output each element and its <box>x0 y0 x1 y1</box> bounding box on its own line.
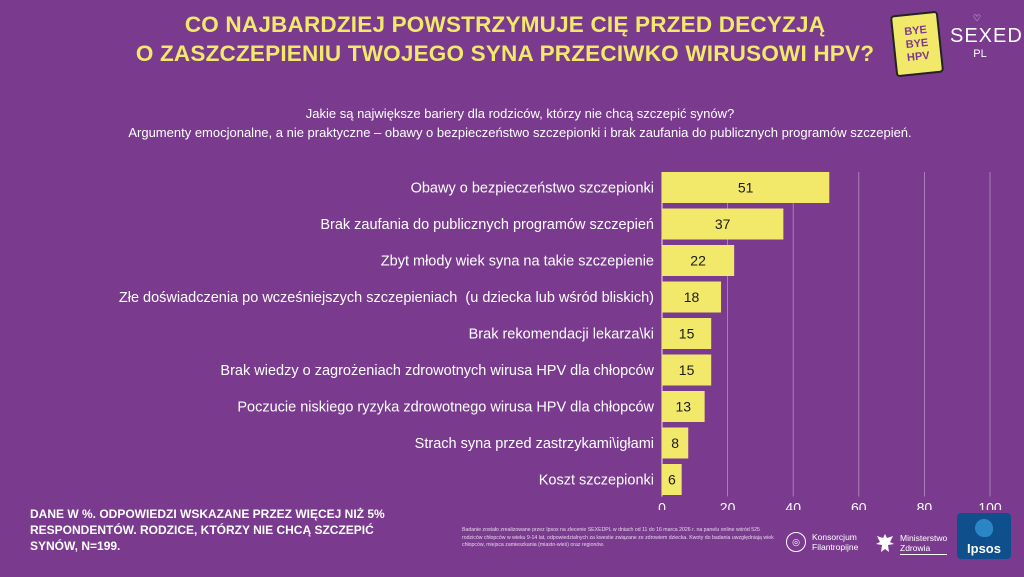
bar <box>662 354 712 386</box>
category-label: Zbyt młody wiek syna na takie szczepieni… <box>381 254 654 270</box>
bar-value-label: 15 <box>679 362 695 378</box>
sexed-logo-subtext: PL <box>973 48 987 60</box>
subtitle: Jakie są największe bariery dla rodziców… <box>60 104 980 142</box>
category-label: Brak wiedzy o zagrożeniach zdrowotnych w… <box>220 363 654 379</box>
bar-chart: 0 20 40 60 80 100 51 Obawy o bezpieczeństwo szc… <box>119 172 1002 511</box>
page-title: CO NAJBARDZIEJ POWSTRZYMUJE CIĘ PRZED DE… <box>120 10 890 68</box>
bar <box>662 245 735 276</box>
konsorcjum-icon: ◎ <box>786 532 806 552</box>
x-tick-label: 100 <box>978 500 1002 511</box>
category-label: Złe doświadczenia po wcześniejszych szcz… <box>119 290 654 306</box>
title-line-2: O ZASZCZEPIENIU TWOJEGO SYNA PRZECIWKO W… <box>135 41 875 66</box>
bar-value-label: 13 <box>676 399 692 415</box>
byebye-hpv-logo: BYE BYE HPV <box>889 10 945 78</box>
bar <box>662 281 722 313</box>
bar-value-label: 51 <box>738 180 754 196</box>
bar-value-label: 6 <box>668 472 676 488</box>
partner-text: Zdrowia <box>900 543 931 553</box>
ipsos-blob-icon <box>975 519 993 537</box>
bar <box>662 464 682 495</box>
partner-text: Filantropijne <box>812 542 859 552</box>
sexed-logo-text: SEXED <box>950 25 1023 47</box>
category-label: Brak zaufania do publicznych programów s… <box>320 217 654 233</box>
category-label: Brak rekomendacji lekarza\ki <box>469 327 654 343</box>
x-tick-label: 40 <box>785 500 801 511</box>
source-note: Badanie zostało zrealizowane przez Ipsos… <box>462 527 774 548</box>
x-tick-label: 80 <box>917 500 933 511</box>
bar <box>662 318 712 349</box>
data-note: DANE W %. ODPOWIEDZI WSKAZANE PRZEZ WIĘC… <box>30 507 385 553</box>
bar-value-label: 22 <box>690 253 706 269</box>
category-label: Koszt szczepionki <box>539 473 654 489</box>
category-label: Strach syna przed zastrzykami\igłami <box>415 436 654 452</box>
category-label: Obawy o bezpieczeństwo szczepionki <box>411 181 654 197</box>
bar-value-label: 37 <box>715 216 731 232</box>
x-tick-label: 60 <box>851 500 867 511</box>
subtitle-line-1: Jakie są największe bariery dla rodziców… <box>305 106 735 121</box>
ministerstwo-logo: Ministerstwo Zdrowia <box>874 532 948 556</box>
category-label: Poczucie niskiego ryzyka zdrowotnego wir… <box>237 400 654 416</box>
sexed-logo: SEXED PL <box>950 18 1023 73</box>
bar <box>662 391 705 422</box>
bar-value-label: 8 <box>671 435 679 451</box>
bar <box>662 427 689 459</box>
bar <box>662 208 784 240</box>
bar <box>662 172 830 203</box>
partner-text: Ministerstwo <box>900 533 948 543</box>
partner-text: Konsorcjum <box>812 532 857 542</box>
x-tick-label: 0 <box>658 500 666 511</box>
ipsos-logo-text: Ipsos <box>967 541 1001 556</box>
title-line-1: CO NAJBARDZIEJ POWSTRZYMUJE CIĘ PRZED DE… <box>184 12 826 37</box>
x-tick-label: 20 <box>720 500 736 511</box>
heart-icon: ♡ <box>973 13 982 23</box>
ipsos-logo: Ipsos <box>957 513 1011 559</box>
bar-value-label: 15 <box>679 326 695 342</box>
bar-value-label: 18 <box>684 289 700 305</box>
eagle-icon <box>876 534 894 552</box>
subtitle-line-2: Argumenty emocjonalne, a nie praktyczne … <box>128 125 912 140</box>
konsorcjum-logo: ◎ Konsorcjum Filantropijne <box>786 532 858 552</box>
